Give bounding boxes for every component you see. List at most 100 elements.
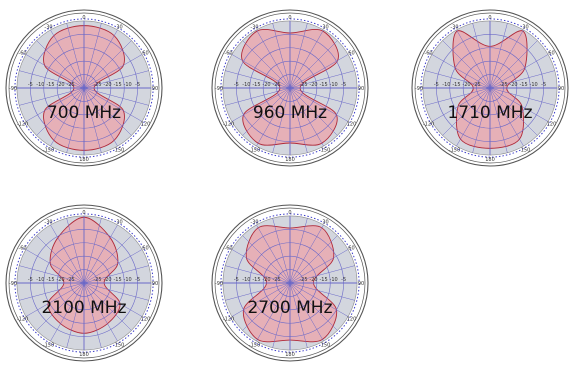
radial-tick-label: -15: [519, 82, 527, 88]
angle-tick-label: 120: [547, 121, 557, 127]
radial-tick-label: -10: [330, 82, 338, 88]
radial-tick-label: -20: [509, 82, 517, 88]
radial-tick-label: -5: [28, 277, 33, 283]
angle-tick-label: -120: [223, 316, 234, 322]
radial-tick-label: -10: [36, 277, 44, 283]
frequency-label: 2100 MHz: [41, 298, 126, 318]
angle-tick-label: 90: [558, 86, 564, 92]
angle-tick-label: 180: [79, 157, 89, 163]
grid-spoke: [272, 23, 308, 153]
reference-circle: [14, 18, 154, 158]
radial-tick-label: -5: [234, 82, 239, 88]
angle-tick-label: 150: [115, 342, 125, 348]
radial-tick-label: -10: [530, 82, 538, 88]
outer-ring-inner: [414, 12, 566, 164]
radial-tick-label: -20: [103, 82, 111, 88]
radial-tick-label: -20: [56, 82, 64, 88]
radial-tick-label: -25: [499, 82, 507, 88]
outer-ring-inner: [8, 207, 160, 359]
grid-spoke: [66, 218, 102, 348]
angle-tick-label: 120: [141, 121, 151, 127]
angle-tick-label: 60: [348, 245, 354, 251]
angle-tick-label: 90: [152, 86, 158, 92]
angle-tick-label: -60: [18, 245, 26, 251]
angle-tick-label: 30: [322, 24, 328, 30]
angle-tick-label: -30: [450, 24, 458, 30]
angle-tick-label: 60: [548, 50, 554, 56]
angle-tick-label: 180: [285, 157, 295, 163]
angle-tick-label: -60: [18, 50, 26, 56]
radial-tick-label: -25: [93, 82, 101, 88]
radial-tick-label: -20: [309, 82, 317, 88]
angle-tick-label: 90: [358, 86, 364, 92]
radial-tick-label: -20: [462, 82, 470, 88]
angle-tick-label: -30: [250, 219, 258, 225]
angle-tick-label: -90: [415, 86, 423, 92]
radial-tick-label: -15: [113, 277, 121, 283]
angle-tick-label: 150: [521, 147, 531, 153]
angle-tick-label: 0: [288, 210, 291, 216]
radial-tick-label: -15: [319, 82, 327, 88]
radial-tick-label: -25: [272, 82, 280, 88]
frequency-label: 2700 MHz: [247, 298, 332, 318]
radial-tick-label: -15: [46, 277, 54, 283]
outer-ring-inner: [214, 12, 366, 164]
radial-tick-label: -10: [36, 82, 44, 88]
radial-tick-label: -25: [93, 277, 101, 283]
angle-tick-label: 90: [152, 281, 158, 287]
radial-tick-label: -20: [262, 277, 270, 283]
radial-tick-label: -25: [299, 277, 307, 283]
angle-tick-label: 0: [82, 210, 85, 216]
reference-circle: [14, 213, 154, 353]
radial-tick-label: -10: [330, 277, 338, 283]
radial-tick-label: -15: [252, 277, 260, 283]
radial-tick-label: -15: [46, 82, 54, 88]
angle-tick-label: 150: [321, 342, 331, 348]
angle-tick-label: 30: [116, 219, 122, 225]
angle-tick-label: -60: [224, 50, 232, 56]
radial-tick-label: -15: [452, 82, 460, 88]
reference-circle: [220, 18, 360, 158]
angle-tick-label: -30: [250, 24, 258, 30]
radial-tick-label: -5: [135, 277, 140, 283]
angle-tick-label: 120: [347, 316, 357, 322]
angle-tick-label: 60: [142, 50, 148, 56]
radial-tick-label: -25: [472, 82, 480, 88]
radial-tick-label: -5: [341, 277, 346, 283]
grid-spoke: [66, 23, 102, 153]
frequency-label: 1710 MHz: [447, 103, 532, 123]
angle-tick-label: 0: [288, 15, 291, 21]
angle-tick-label: -90: [215, 86, 223, 92]
radial-tick-label: -10: [124, 82, 132, 88]
angle-tick-label: 150: [321, 147, 331, 153]
reference-circle: [420, 18, 560, 158]
angle-tick-label: -120: [17, 121, 28, 127]
outer-ring-inner: [214, 207, 366, 359]
radial-tick-label: -25: [272, 277, 280, 283]
radial-tick-label: -20: [103, 277, 111, 283]
angle-tick-label: 0: [82, 15, 85, 21]
radial-tick-label: -5: [434, 82, 439, 88]
angle-tick-label: -120: [17, 316, 28, 322]
reference-circle: [220, 213, 360, 353]
radial-tick-label: -20: [56, 277, 64, 283]
radial-tick-label: -5: [541, 82, 546, 88]
angle-tick-label: -120: [223, 121, 234, 127]
angle-tick-label: -30: [44, 24, 52, 30]
angle-tick-label: 120: [347, 121, 357, 127]
angle-tick-label: 60: [348, 50, 354, 56]
angle-tick-label: -120: [423, 121, 434, 127]
angle-tick-label: 60: [142, 245, 148, 251]
radial-tick-label: -5: [234, 277, 239, 283]
radial-tick-label: -5: [135, 82, 140, 88]
angle-tick-label: -90: [9, 86, 17, 92]
angle-tick-label: -150: [449, 147, 460, 153]
radial-tick-label: -20: [309, 277, 317, 283]
grid-spoke: [272, 218, 308, 348]
angle-tick-label: 180: [485, 157, 495, 163]
angle-tick-label: 30: [322, 219, 328, 225]
angle-tick-label: 180: [79, 352, 89, 358]
